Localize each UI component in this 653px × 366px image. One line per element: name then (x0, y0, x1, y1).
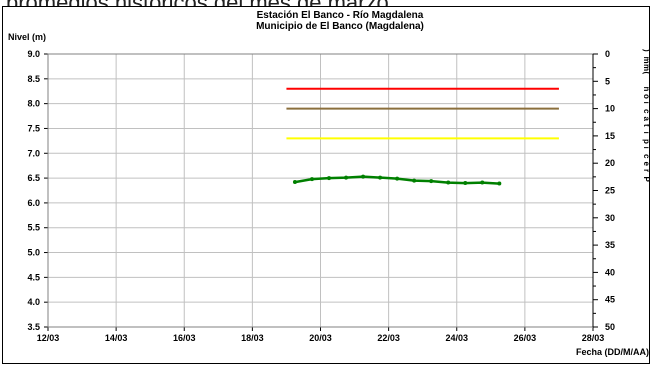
data-point (378, 175, 383, 180)
x-axis-label: Fecha (DD/M/AA) (576, 347, 649, 357)
y2-label-char: e (642, 162, 651, 167)
x-tick-label: 26/03 (514, 333, 537, 343)
data-point (395, 176, 400, 181)
y2-tick-label: 45 (605, 295, 615, 305)
data-point (446, 180, 451, 185)
y-tick-label: 9.0 (27, 49, 40, 59)
data-point (361, 174, 366, 179)
y-tick-label: 7.5 (27, 123, 40, 133)
x-tick-label: 22/03 (377, 333, 400, 343)
y2-tick-label: 35 (605, 240, 615, 250)
x-tick-label: 12/03 (37, 333, 60, 343)
chart-svg: Estación El Banco - Río Magdalena Munici… (8, 10, 651, 357)
chart-title: Estación El Banco - Río Magdalena (257, 10, 424, 21)
y-tick-label: 3.5 (27, 322, 40, 332)
data-point (327, 176, 332, 181)
y-axis-label: Nivel (m) (8, 32, 46, 42)
y2-label-char: p (642, 139, 651, 144)
y2-label-char: ( (642, 72, 651, 75)
y2-tick-label: 0 (605, 49, 610, 59)
data-point (497, 181, 502, 186)
y2-label-char: a (642, 117, 651, 122)
y2-label-char: m (642, 57, 651, 64)
x-tick-label: 28/03 (582, 333, 605, 343)
y2-tick-label: 50 (605, 322, 615, 332)
y2-label-char: m (642, 64, 651, 71)
y-tick-label: 4.0 (27, 297, 40, 307)
x-tick-label: 24/03 (445, 333, 468, 343)
y-tick-label: 6.0 (27, 198, 40, 208)
y-tick-label: 5.0 (27, 248, 40, 258)
x-tick-label: 18/03 (241, 333, 264, 343)
y2-label-char: i (642, 132, 651, 134)
data-point (412, 178, 417, 183)
x-tick-label: 14/03 (105, 333, 128, 343)
data-point (463, 181, 468, 186)
y-tick-label: 6.5 (27, 173, 40, 183)
y2-label-char: ó (642, 94, 651, 99)
y2-tick-label: 5 (605, 76, 610, 86)
y-tick-label: 5.5 (27, 223, 40, 233)
y-tick-label: 8.0 (27, 99, 40, 109)
y2-label-char: c (642, 109, 651, 114)
chart-frame: Estación El Banco - Río Magdalena Munici… (2, 6, 651, 364)
y2-label-char: P (642, 177, 651, 183)
y2-tick-label: 30 (605, 213, 615, 223)
y2-label-char: t (642, 124, 651, 127)
y2-label-char: ) (642, 49, 651, 52)
y-tick-label: 4.5 (27, 272, 40, 282)
y2-label-char: i (642, 102, 651, 104)
x-tick-label: 20/03 (309, 333, 332, 343)
data-point (292, 180, 297, 185)
chart-subtitle: Municipio de El Banco (Magdalena) (256, 21, 424, 32)
y2-tick-label: 10 (605, 104, 615, 114)
x-tick-label: 16/03 (173, 333, 196, 343)
y2-tick-label: 20 (605, 158, 615, 168)
y2-label-char: n (642, 87, 651, 92)
y2-tick-label: 15 (605, 131, 615, 141)
data-point (344, 175, 349, 180)
data-point (309, 177, 314, 182)
y2-label-char: c (642, 154, 651, 159)
y2-label-char: i (642, 147, 651, 149)
data-point (480, 180, 485, 185)
y2-tick-label: 40 (605, 267, 615, 277)
y2-tick-label: 25 (605, 186, 615, 196)
data-point (429, 179, 434, 184)
y-tick-label: 8.5 (27, 74, 40, 84)
y2-label-char: r (642, 169, 651, 172)
y-tick-label: 7.0 (27, 148, 40, 158)
